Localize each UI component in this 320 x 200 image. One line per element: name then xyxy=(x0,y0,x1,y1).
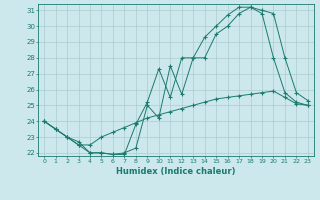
X-axis label: Humidex (Indice chaleur): Humidex (Indice chaleur) xyxy=(116,167,236,176)
